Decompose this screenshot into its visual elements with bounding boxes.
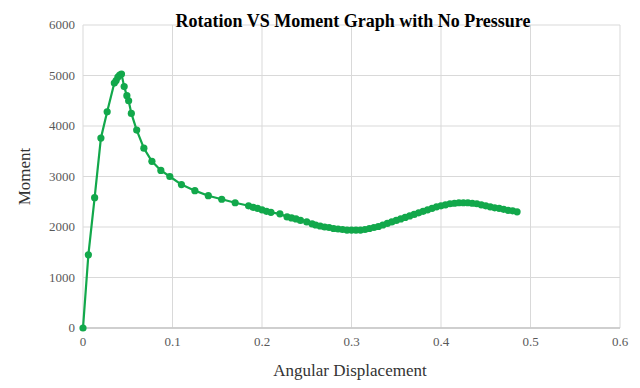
- x-grid-line: [441, 25, 442, 328]
- data-point: [91, 194, 98, 201]
- data-point: [85, 251, 92, 258]
- x-grid-line: [262, 25, 263, 328]
- data-point: [121, 83, 128, 90]
- data-point: [267, 209, 274, 216]
- y-tick-label: 2000: [49, 219, 75, 234]
- y-tick-label: 0: [69, 320, 76, 335]
- x-tick-label: 0.4: [433, 334, 450, 349]
- data-point: [276, 210, 283, 217]
- data-point: [178, 181, 185, 188]
- x-grid-line: [351, 25, 352, 328]
- x-axis-line: [83, 328, 620, 329]
- y-tick-label: 1000: [49, 270, 75, 285]
- data-point: [140, 145, 147, 152]
- grid: [83, 25, 620, 328]
- y-tick-label: 5000: [49, 68, 75, 83]
- series-line: [83, 74, 517, 328]
- x-tick-label: 0.2: [254, 334, 270, 349]
- chart: 0 1000 2000 3000 4000 5000 6000 0 0.1 0.2 0.3 0.4 0.…: [0, 0, 640, 388]
- x-grid-line: [530, 25, 531, 328]
- data-point: [297, 217, 304, 224]
- data-point: [133, 126, 140, 133]
- data-point: [513, 208, 520, 215]
- plot-area: [79, 70, 520, 331]
- y-axis-label: Moment: [15, 147, 34, 205]
- data-point: [79, 324, 86, 331]
- data-point: [205, 192, 212, 199]
- data-point: [148, 158, 155, 165]
- x-grid-line: [620, 25, 621, 328]
- data-point: [157, 167, 164, 174]
- data-point: [118, 70, 125, 77]
- x-tick-label: 0: [80, 334, 87, 349]
- x-tick-label: 0.6: [612, 334, 629, 349]
- x-grid-line: [83, 25, 84, 328]
- y-tick-label: 3000: [49, 169, 75, 184]
- page: {"chart_data": {"type": "line", "title":…: [0, 0, 640, 388]
- x-tick-label: 0.5: [522, 334, 538, 349]
- data-point: [232, 199, 239, 206]
- y-tick-label: 4000: [49, 118, 75, 133]
- y-tick-label: 6000: [49, 17, 75, 32]
- x-axis-label: Angular Displacement: [273, 361, 427, 380]
- data-point: [104, 108, 111, 115]
- data-point: [218, 196, 225, 203]
- data-point: [166, 173, 173, 180]
- data-point: [97, 135, 104, 142]
- title: Rotation VS Moment Graph with No Pressur…: [176, 11, 531, 31]
- data-point: [125, 97, 132, 104]
- data-point: [191, 187, 198, 194]
- x-tick-label: 0.3: [343, 334, 359, 349]
- x-tick-label: 0.1: [164, 334, 180, 349]
- y-grid-line: [83, 328, 620, 329]
- data-point: [128, 110, 135, 117]
